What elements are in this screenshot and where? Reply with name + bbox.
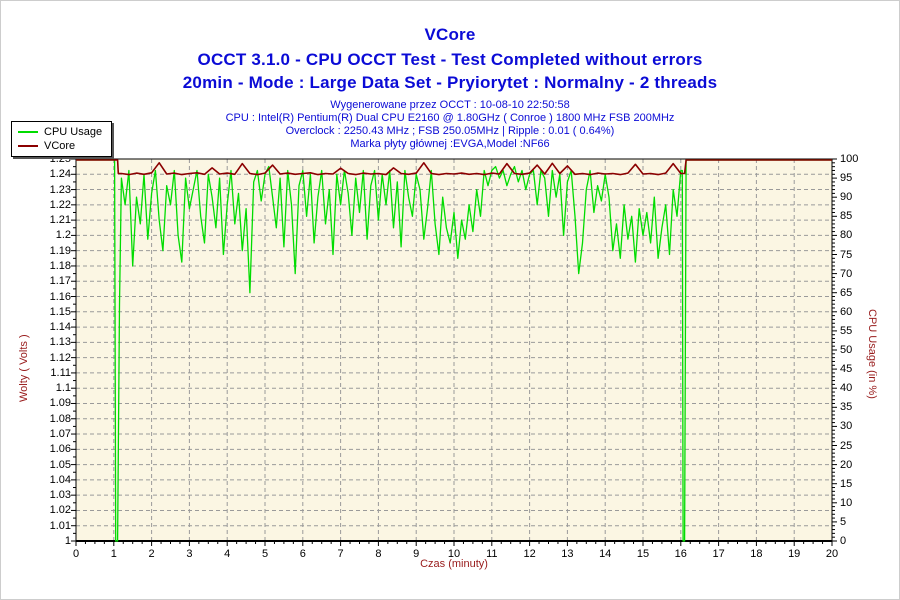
y-right-tick-label: 100 xyxy=(840,153,859,165)
x-axis-tick-label: 9 xyxy=(413,548,420,560)
y-left-tick-label: 1.03 xyxy=(49,489,71,502)
y-left-tick-label: 1.1 xyxy=(55,382,71,395)
y-left-tick-label: 1.01 xyxy=(49,519,71,532)
x-axis-tick-label: 12 xyxy=(523,548,536,560)
y-left-tick-label: 1.12 xyxy=(49,351,71,364)
x-axis-tick-label: 8 xyxy=(375,548,382,560)
y-left-tick-label: 1.16 xyxy=(49,290,71,303)
y-left-tick-label: 1 xyxy=(64,535,71,547)
y-right-tick-label: 65 xyxy=(840,286,853,299)
y-left-tick-label: 1.06 xyxy=(49,443,71,456)
chart-subtitle-test: OCCT 3.1.0 - CPU OCCT Test - Test Comple… xyxy=(197,50,703,69)
y-left-tick-label: 1.19 xyxy=(49,244,71,257)
y-left-tick-label: 1.21 xyxy=(49,214,71,227)
x-axis-tick-label: 20 xyxy=(825,548,839,560)
y-left-tick-label: 1.02 xyxy=(49,504,71,517)
y-left-tick-label: 1.18 xyxy=(49,259,71,272)
info-cpu-line: CPU : Intel(R) Pentium(R) Dual CPU E2160… xyxy=(225,112,675,124)
x-axis-tick-label: 14 xyxy=(599,548,612,560)
x-axis-tick-label: 3 xyxy=(186,548,193,560)
y-right-tick-label: 10 xyxy=(840,496,853,509)
chart-subtitle-mode: 20min - Mode : Large Data Set - Pryioryt… xyxy=(182,73,718,92)
x-axis-tick-label: 10 xyxy=(447,548,461,560)
x-axis-tick-label: 5 xyxy=(261,548,269,560)
y-right-tick-label: 80 xyxy=(840,229,853,242)
y-left-tick-label: 1.13 xyxy=(49,336,71,349)
y-right-tick-label: 75 xyxy=(840,248,853,261)
chart-legend: CPU Usage VCore xyxy=(11,121,113,157)
y-right-tick-label: 85 xyxy=(840,210,853,223)
legend-item-vcore: VCore xyxy=(18,139,102,153)
chart-title: VCore xyxy=(424,25,476,44)
x-axis-tick-label: 1 xyxy=(110,548,117,560)
cpu-usage-line-swatch-icon xyxy=(18,131,38,133)
info-generated-line: Wygenerowane przez OCCT : 10-08-10 22:50… xyxy=(330,99,570,111)
y-right-tick-label: 40 xyxy=(840,382,853,395)
x-axis-tick-label: 13 xyxy=(561,548,574,560)
y-left-tick-label: 1.04 xyxy=(49,473,71,486)
x-axis-tick-label: 11 xyxy=(486,548,498,560)
x-axis-title: Czas (minuty) xyxy=(420,558,488,570)
y-right-tick-label: 55 xyxy=(840,324,853,337)
y-right-tick-label: 25 xyxy=(840,439,853,452)
legend-label-cpu-usage: CPU Usage xyxy=(44,126,103,138)
x-axis-tick-label: 18 xyxy=(750,548,763,560)
x-axis-tick-label: 2 xyxy=(148,548,155,560)
y-right-tick-label: 15 xyxy=(840,477,853,490)
y-right-tick-label: 45 xyxy=(840,363,853,376)
y-left-tick-label: 1.17 xyxy=(49,275,71,288)
x-axis-tick-label: 15 xyxy=(636,548,650,560)
y-left-tick-label: 1.15 xyxy=(49,305,71,318)
y-right-tick-label: 20 xyxy=(840,458,853,471)
x-axis-tick-label: 4 xyxy=(224,548,231,560)
y-left-tick-label: 1.05 xyxy=(49,458,71,471)
x-axis-tick-label: 0 xyxy=(72,548,80,560)
x-axis-tick-label: 19 xyxy=(788,548,801,560)
legend-item-cpu-usage: CPU Usage xyxy=(18,125,102,139)
y-right-tick-label: 90 xyxy=(840,191,853,204)
y-left-tick-label: 1.22 xyxy=(49,198,71,211)
y-right-tick-label: 95 xyxy=(840,172,853,185)
y-right-tick-label: 35 xyxy=(840,401,853,414)
y-left-tick-label: 1.07 xyxy=(49,428,71,441)
info-overclock-line: Overclock : 2250.43 MHz ; FSB 250.05MHz … xyxy=(285,125,615,137)
x-axis-tick-label: 16 xyxy=(674,548,687,560)
y-right-tick-label: 60 xyxy=(840,305,853,318)
y-left-tick-label: 1.23 xyxy=(49,183,71,196)
y-right-tick-label: 70 xyxy=(840,267,853,280)
x-axis-tick-label: 7 xyxy=(337,548,344,560)
y-left-tick-label: 1.24 xyxy=(49,168,71,181)
y-left-tick-label: 1.14 xyxy=(49,321,71,334)
y-right-tick-label: 0 xyxy=(840,535,847,547)
y-right-tick-label: 50 xyxy=(840,344,853,356)
y-right-tick-label: 30 xyxy=(840,420,853,433)
y-left-tick-label: 1.11 xyxy=(50,366,71,379)
vcore-line-swatch-icon xyxy=(18,145,38,147)
info-motherboard-line: Marka płyty głównej :EVGA,Model :NF66 xyxy=(350,138,550,150)
y-left-tick-label: 1.08 xyxy=(49,412,71,425)
x-axis-tick-label: 6 xyxy=(299,548,306,560)
x-axis-tick-label: 17 xyxy=(712,548,725,560)
y-left-tick-label: 1.2 xyxy=(55,229,71,242)
legend-label-vcore: VCore xyxy=(44,140,76,152)
y-left-tick-label: 1.09 xyxy=(49,397,71,410)
y-right-tick-label: 5 xyxy=(840,515,847,528)
